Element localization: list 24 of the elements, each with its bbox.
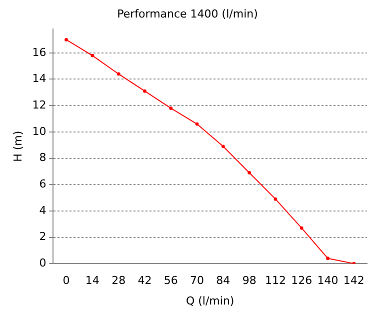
x-tick-label: 142 <box>343 274 364 288</box>
y-tick-label: 4 <box>39 204 46 217</box>
x-tick-label: 112 <box>264 274 286 288</box>
x-tick-label: 140 <box>317 274 338 288</box>
x-axis-title: Q (l/min) <box>186 294 234 308</box>
x-tick-label: 14 <box>85 274 100 288</box>
y-tick-label: 10 <box>32 124 46 138</box>
x-tick-label: 28 <box>112 274 126 288</box>
x-tick-label: 126 <box>291 274 312 288</box>
y-tick-label: 0 <box>39 256 46 270</box>
y-tick-label: 6 <box>39 177 46 190</box>
x-tick-label: 0 <box>62 274 70 288</box>
y-tick-label: 14 <box>32 72 46 86</box>
x-tick-label: 84 <box>216 274 230 288</box>
x-tick-label: 56 <box>164 274 178 288</box>
x-tick-label: 42 <box>138 274 152 288</box>
x-tick-label: 98 <box>242 274 256 288</box>
y-tick-label: 8 <box>39 151 46 164</box>
y-axis-title: H (m) <box>11 130 24 162</box>
y-tick-label: 2 <box>39 230 46 244</box>
x-tick-label: 70 <box>190 274 204 288</box>
chart-title: Performance 1400 (l/min) <box>117 7 258 20</box>
y-tick-label: 12 <box>32 98 46 112</box>
y-tick-label: 16 <box>32 46 46 59</box>
